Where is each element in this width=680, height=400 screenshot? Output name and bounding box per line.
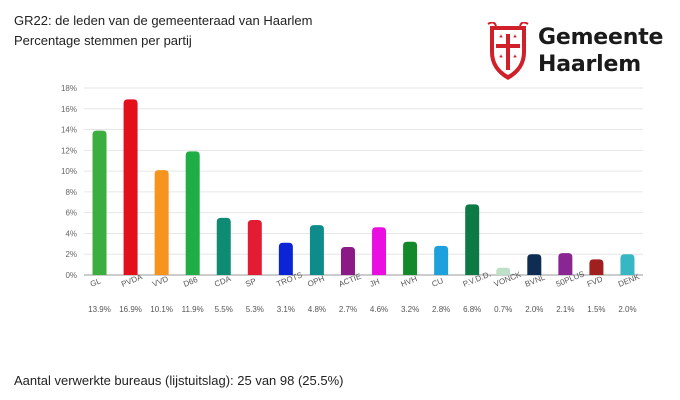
y-tick-label: 12% bbox=[61, 146, 77, 155]
value-label: 2.7% bbox=[339, 305, 357, 314]
processed-bureaus-note: Aantal verwerkte bureaus (lijstuitslag):… bbox=[14, 373, 344, 388]
x-tick-label: OPH bbox=[306, 274, 326, 289]
value-label: 2.0% bbox=[525, 305, 543, 314]
gemeente-haarlem-logo: Gemeente Haarlem bbox=[486, 21, 666, 86]
logo-wordmark: Gemeente Haarlem bbox=[538, 24, 663, 78]
x-tick-label: CU bbox=[431, 276, 445, 289]
x-tick-label: D66 bbox=[182, 275, 199, 289]
bar-chart: 0%2%4%6%8%10%12%14%16%18%GL13.9%PVDA16.9… bbox=[61, 84, 643, 314]
bar-sp bbox=[247, 219, 262, 275]
bar-pvda bbox=[123, 99, 138, 275]
value-label: 16.9% bbox=[119, 305, 142, 314]
x-tick-label: FVD bbox=[586, 274, 604, 288]
y-tick-label: 14% bbox=[61, 126, 77, 135]
bar-oph bbox=[309, 225, 324, 275]
value-label: 0.7% bbox=[494, 305, 512, 314]
value-label: 4.8% bbox=[308, 305, 326, 314]
haarlem-coat-of-arms-icon bbox=[487, 21, 529, 80]
value-label: 5.5% bbox=[215, 305, 233, 314]
chart-subtitle: Percentage stemmen per partij bbox=[14, 33, 192, 48]
x-tick-label: HVH bbox=[399, 274, 418, 289]
value-label: 3.2% bbox=[401, 305, 419, 314]
y-tick-label: 4% bbox=[65, 229, 77, 238]
value-label: 2.1% bbox=[556, 305, 574, 314]
bar-fvd bbox=[589, 259, 604, 275]
value-label: 5.3% bbox=[246, 305, 264, 314]
value-label: 2.0% bbox=[618, 305, 636, 314]
x-tick-label: CDA bbox=[213, 274, 233, 289]
y-tick-label: 0% bbox=[65, 271, 77, 280]
bar-denk bbox=[620, 254, 635, 275]
value-label: 11.9% bbox=[182, 305, 204, 314]
bar-actie bbox=[340, 246, 355, 275]
x-tick-label: GL bbox=[89, 276, 103, 289]
bar-50plus bbox=[558, 253, 573, 275]
bar-d66 bbox=[185, 151, 200, 275]
chart-title: GR22: de leden van de gemeenteraad van H… bbox=[14, 13, 313, 28]
logo-line-1: Gemeente bbox=[538, 25, 664, 50]
x-tick-label: VVD bbox=[151, 274, 170, 289]
value-label: 6.8% bbox=[463, 305, 481, 314]
bar-cda bbox=[216, 217, 231, 275]
value-label: 2.8% bbox=[432, 305, 450, 314]
value-label: 1.5% bbox=[587, 305, 605, 314]
y-tick-label: 18% bbox=[61, 84, 77, 93]
y-tick-label: 10% bbox=[61, 167, 77, 176]
bar-jh bbox=[372, 227, 387, 275]
bar-pvdd bbox=[465, 204, 480, 275]
value-label: 4.6% bbox=[370, 305, 388, 314]
x-tick-label: JH bbox=[368, 277, 381, 289]
y-tick-label: 6% bbox=[65, 209, 77, 218]
y-tick-label: 2% bbox=[65, 250, 77, 259]
logo-line-2: Haarlem bbox=[538, 52, 641, 77]
bar-cu bbox=[434, 245, 449, 275]
x-tick-label: SP bbox=[244, 277, 257, 289]
y-tick-label: 8% bbox=[65, 188, 77, 197]
bar-vvd bbox=[154, 170, 169, 275]
y-tick-label: 16% bbox=[61, 105, 77, 114]
bar-trots bbox=[278, 242, 293, 275]
bar-vonck bbox=[496, 267, 511, 275]
value-label: 3.1% bbox=[277, 305, 295, 314]
bar-bvnl bbox=[527, 254, 542, 275]
bar-hvh bbox=[403, 241, 418, 275]
value-label: 10.1% bbox=[150, 305, 173, 314]
bar-gl bbox=[92, 130, 107, 275]
value-label: 13.9% bbox=[88, 305, 111, 314]
